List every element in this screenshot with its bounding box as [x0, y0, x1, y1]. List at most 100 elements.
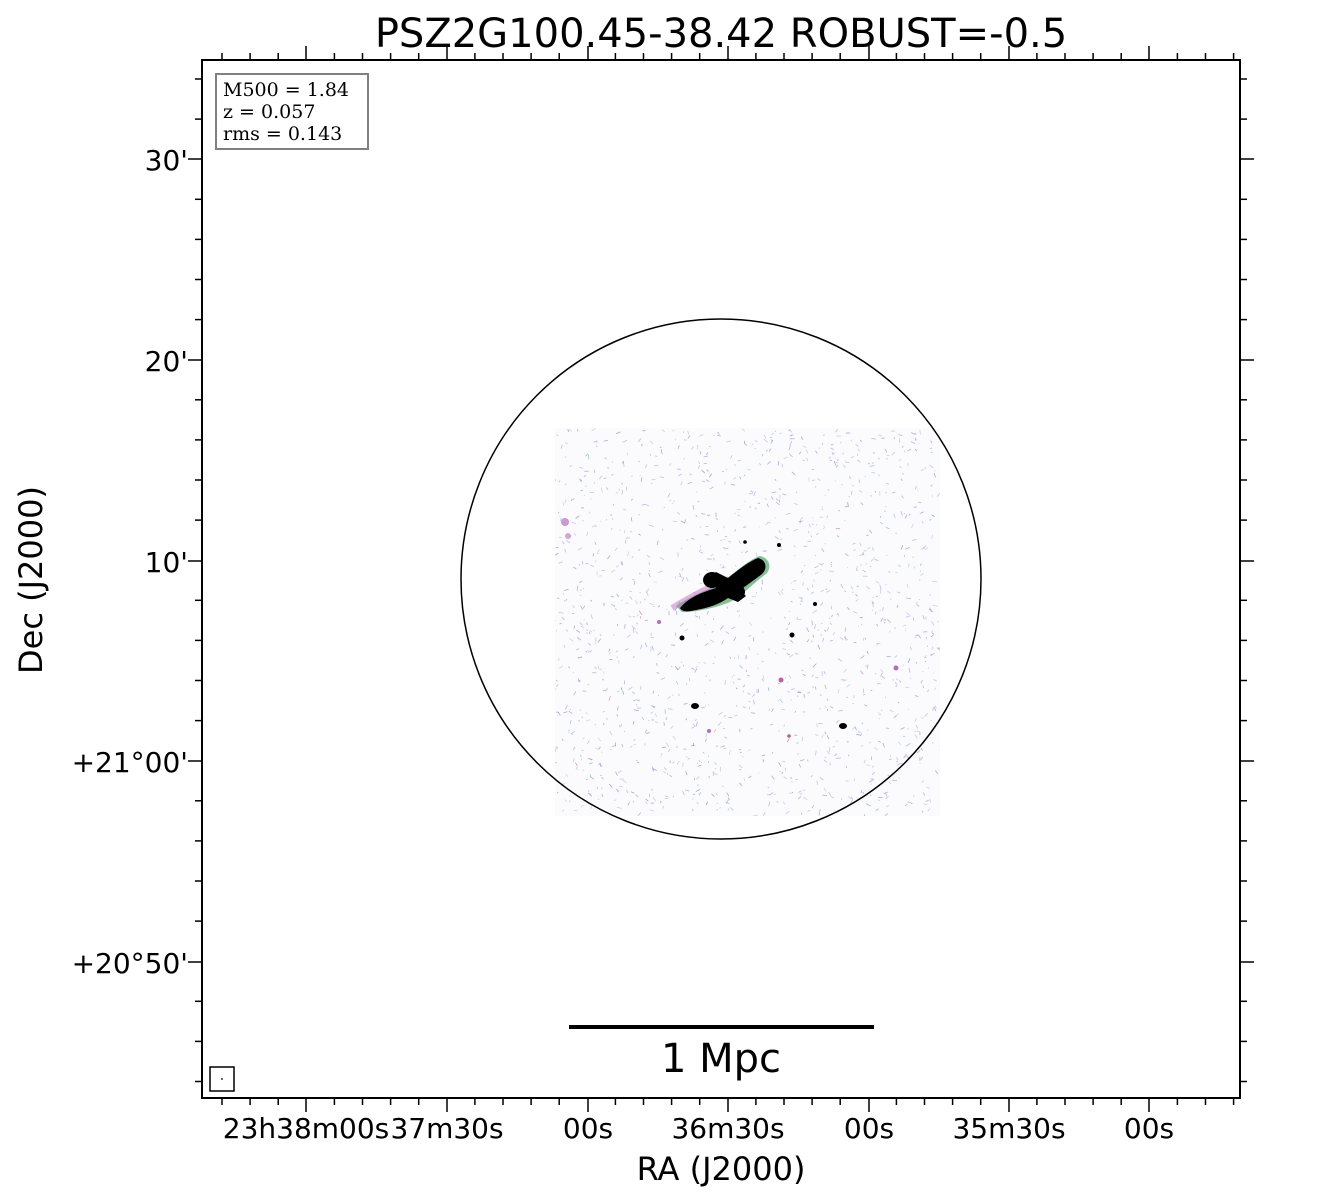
- noise-speck: [874, 747, 878, 751]
- noise-speck: [621, 483, 623, 485]
- noise-speck: [726, 576, 728, 579]
- noise-speck: [564, 548, 566, 553]
- noise-speck: [824, 494, 826, 497]
- noise-speck: [667, 708, 673, 710]
- noise-speck: [634, 600, 638, 605]
- noise-speck: [751, 491, 754, 495]
- noise-speck: [870, 756, 873, 761]
- noise-speck: [581, 561, 584, 565]
- noise-speck: [826, 627, 829, 632]
- noise-speck: [582, 587, 585, 590]
- noise-speck: [558, 480, 561, 483]
- noise-speck: [622, 440, 627, 443]
- noise-speck: [564, 442, 568, 444]
- noise-speck: [666, 773, 669, 775]
- noise-speck: [903, 754, 908, 759]
- noise-speck: [571, 498, 575, 501]
- noise-speck: [633, 738, 636, 742]
- noise-speck: [646, 591, 649, 597]
- noise-speck: [679, 572, 681, 577]
- noise-speck: [669, 774, 673, 778]
- noise-speck: [599, 763, 603, 767]
- noise-speck: [576, 585, 579, 591]
- noise-speck: [864, 475, 866, 478]
- noise-speck: [842, 464, 846, 469]
- noise-speck: [930, 634, 935, 638]
- noise-speck: [632, 626, 637, 630]
- noise-speck: [562, 809, 565, 812]
- noise-speck: [860, 502, 864, 506]
- noise-speck: [638, 513, 641, 516]
- noise-speck: [691, 809, 694, 812]
- noise-speck: [720, 746, 725, 748]
- noise-speck: [927, 808, 931, 812]
- noise-speck: [875, 611, 877, 615]
- noise-speck: [590, 614, 593, 620]
- noise-speck: [712, 662, 715, 665]
- y-tick-label: +21°00': [72, 746, 188, 779]
- noise-speck: [708, 445, 712, 448]
- noise-speck: [786, 628, 789, 631]
- noise-speck: [811, 584, 814, 588]
- noise-speck: [708, 473, 712, 478]
- noise-speck: [915, 717, 917, 722]
- noise-speck: [867, 547, 871, 550]
- noise-speck: [630, 791, 635, 794]
- noise-speck: [704, 623, 707, 626]
- noise-speck: [745, 669, 748, 673]
- noise-speck: [726, 792, 730, 797]
- noise-speck: [594, 723, 596, 726]
- noise-speck: [902, 473, 905, 475]
- noise-speck: [788, 445, 791, 451]
- noise-speck: [852, 726, 856, 730]
- noise-speck: [786, 512, 791, 515]
- noise-speck: [611, 527, 613, 531]
- noise-speck: [847, 754, 850, 757]
- noise-speck: [898, 434, 903, 436]
- noise-speck: [635, 631, 639, 635]
- noise-speck: [659, 556, 665, 561]
- compact-source: [893, 665, 899, 671]
- noise-speck: [768, 521, 771, 524]
- noise-speck: [601, 793, 604, 798]
- noise-speck: [895, 571, 898, 574]
- noise-speck: [762, 754, 766, 756]
- noise-speck: [629, 596, 633, 600]
- noise-speck: [824, 756, 827, 759]
- noise-speck: [689, 473, 692, 475]
- noise-speck: [826, 590, 831, 593]
- noise-speck: [667, 493, 671, 498]
- noise-speck: [774, 536, 780, 540]
- noise-speck: [738, 540, 742, 545]
- noise-speck: [556, 791, 559, 794]
- noise-speck: [823, 671, 826, 675]
- noise-speck: [580, 804, 584, 808]
- noise-speck: [751, 595, 756, 598]
- noise-speck: [565, 774, 569, 777]
- noise-speck: [665, 609, 668, 611]
- noise-speck: [851, 797, 853, 800]
- noise-speck: [721, 640, 724, 645]
- noise-speck: [789, 440, 793, 446]
- noise-speck: [734, 463, 737, 467]
- noise-speck: [704, 533, 709, 536]
- noise-speck: [910, 441, 916, 444]
- noise-speck: [897, 701, 900, 704]
- noise-speck: [836, 720, 840, 724]
- noise-speck: [879, 521, 884, 525]
- noise-speck: [578, 478, 583, 482]
- noise-speck: [635, 794, 639, 798]
- noise-speck: [662, 771, 666, 774]
- noise-speck: [582, 605, 586, 609]
- noise-speck: [637, 437, 642, 443]
- noise-speck: [664, 709, 666, 714]
- noise-speck: [665, 742, 670, 747]
- noise-speck: [927, 689, 930, 693]
- noise-speck: [802, 445, 807, 448]
- noise-speck: [880, 672, 883, 677]
- noise-speck: [771, 775, 775, 780]
- noise-speck: [917, 634, 922, 639]
- noise-speck: [725, 801, 730, 805]
- noise-speck: [597, 638, 602, 643]
- noise-speck: [875, 595, 878, 598]
